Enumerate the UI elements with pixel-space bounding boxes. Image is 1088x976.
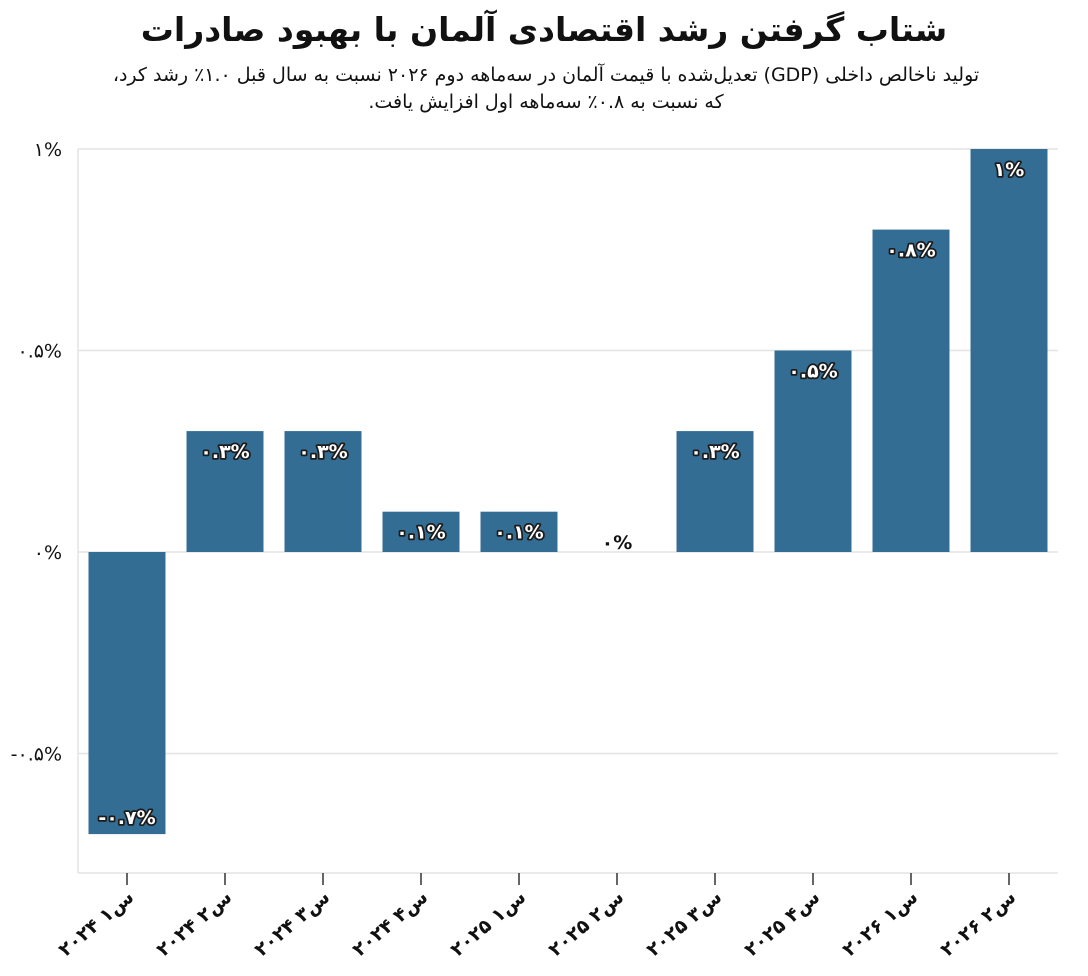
x-tick-label: س۱ ۲۰۲۶: [838, 886, 922, 961]
bar: [186, 431, 264, 552]
data-labels: -۰.۷% ۰.۳% ۰.۳% ۰.۱% ۰.۱% ۰% ۰.۳% ۰.۵% ۰.۸% ۱%: [97, 157, 1026, 831]
y-axis: ۱% ۰.۵% ۰% -۰.۵%: [11, 139, 62, 766]
x-tick-label: س۱ ۲۰۲۵: [446, 886, 530, 961]
x-tick-label: س۳ ۲۰۲۴: [250, 886, 334, 961]
data-label: ۱%: [994, 159, 1025, 181]
bar: [676, 431, 754, 552]
x-tick-label: س۴ ۲۰۲۵: [740, 886, 824, 961]
x-tick-label: س۲ ۲۰۲۶: [936, 886, 1020, 961]
data-label: ۰.۵%: [788, 361, 837, 383]
chart-subtitle-line-2: که نسبت به ۰.۸٪ سه‌ماهه اول افزایش یافت.: [368, 91, 724, 113]
data-label: -۰.۷%: [98, 807, 155, 829]
chart-title: شتاب گرفتن رشد اقتصادی آلمان با بهبود صا…: [140, 10, 948, 49]
chart-subtitle: تولید ناخالص داخلی (GDP) تعدیل‌شده با قی…: [20, 62, 1072, 116]
x-tick-label: س۱ ۲۰۲۴: [54, 886, 138, 961]
data-label: ۰.۳%: [200, 441, 249, 463]
bar: [480, 511, 558, 552]
data-label: ۰.۳%: [298, 441, 347, 463]
bars: [88, 149, 1048, 835]
y-tick-label: ۱%: [34, 139, 62, 161]
bar: [872, 229, 950, 552]
data-label: ۰.۱%: [396, 522, 445, 544]
bar: [284, 431, 362, 552]
chart-subtitle-line-1: تولید ناخالص داخلی (GDP) تعدیل‌شده با قی…: [112, 64, 980, 86]
x-tick-label: س۳ ۲۰۲۵: [642, 886, 726, 961]
x-tick-label: س۲ ۲۰۲۵: [544, 886, 628, 961]
data-label: ۰.۸%: [886, 240, 935, 262]
data-label: ۰.۱%: [494, 522, 543, 544]
x-tick-label: س۴ ۲۰۲۴: [348, 886, 432, 961]
y-tick-label: ۰%: [34, 542, 62, 564]
data-label: ۰%: [602, 532, 633, 554]
y-tick-label: -۰.۵%: [11, 744, 62, 766]
bar: [88, 552, 166, 835]
data-label: ۰.۳%: [690, 441, 739, 463]
x-tick-label: س۲ ۲۰۲۴: [152, 886, 236, 961]
y-tick-label: ۰.۵%: [17, 341, 62, 363]
bar: [970, 149, 1048, 552]
bar: [774, 350, 852, 552]
bar: [382, 511, 460, 552]
